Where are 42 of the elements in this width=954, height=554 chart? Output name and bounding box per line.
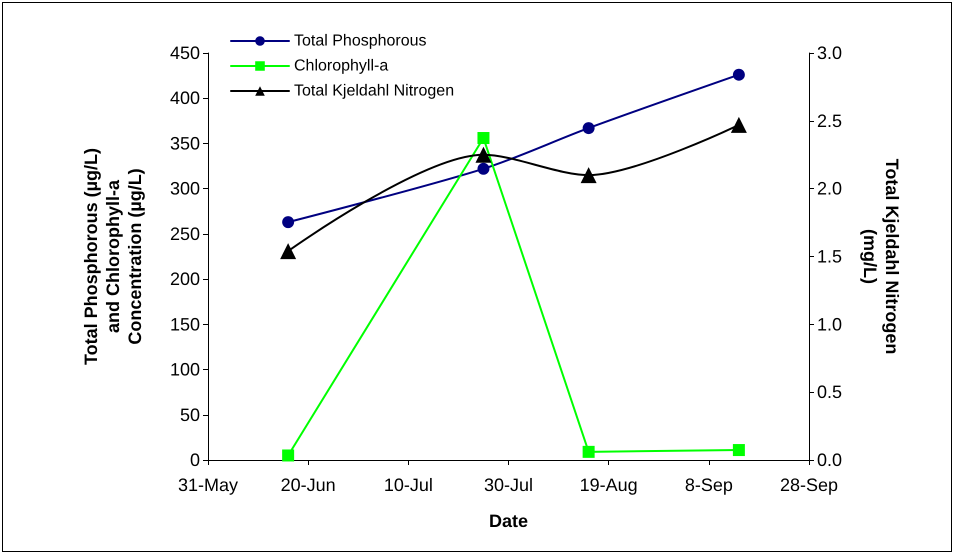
- x-tick-label: 31-May: [178, 475, 238, 495]
- y2-tick-label: 0.0: [817, 450, 842, 470]
- y-tick-label: 50: [180, 404, 200, 425]
- point: [582, 122, 595, 134]
- point: [475, 146, 492, 163]
- y-tick-label: 350: [170, 133, 200, 154]
- point: [477, 132, 490, 144]
- x-tick-label: 8-Sep: [684, 475, 733, 495]
- y-tick-label: 300: [170, 178, 200, 199]
- x-tick-label: 19-Aug: [580, 475, 638, 495]
- y-tick-label: 150: [170, 314, 200, 334]
- legend-label: Total Kjeldahl Nitrogen: [294, 82, 454, 100]
- x-tick-label: 28-Sep: [780, 475, 838, 495]
- y-tick-label: 450: [170, 43, 200, 63]
- y-tick-label: 0: [190, 450, 200, 470]
- x-axis-title: Date: [488, 511, 528, 531]
- legend-label: Chlorophyll-a: [294, 58, 388, 74]
- y2-tick-label: 0.5: [817, 382, 842, 402]
- y-tick-label: 250: [170, 224, 200, 244]
- point: [477, 162, 490, 175]
- x-tick-label: 30-Jul: [484, 475, 534, 495]
- point: [580, 167, 597, 184]
- y2-tick-label: 2.0: [817, 178, 842, 199]
- point: [732, 68, 745, 81]
- y-axis-title: Total Phosphorous (µg/L) and Chlorophyll-a Concentration (µg/L): [81, 148, 145, 366]
- y2-axis-title: Total Kjeldahl Nitrogen (mg/L): [860, 158, 902, 354]
- point: [282, 449, 294, 462]
- y2-tick-label: 1.5: [817, 246, 842, 266]
- y2-tick-label: 1.0: [817, 314, 842, 334]
- legend-label: Total Phosphorous: [294, 32, 427, 50]
- y-tick-label: 200: [170, 269, 200, 290]
- y2-tick-label: 3.0: [817, 43, 842, 63]
- point: [732, 444, 745, 456]
- y-tick-label: 100: [170, 360, 200, 380]
- point: [730, 116, 747, 133]
- point: [582, 446, 595, 458]
- x-tick-label: 20-Jun: [280, 475, 336, 495]
- x-tick-label: 10-Jul: [384, 475, 433, 495]
- y-tick-label: 400: [170, 88, 200, 108]
- point: [280, 243, 296, 260]
- y2-tick-label: 2.5: [817, 110, 842, 131]
- point: [282, 216, 294, 228]
